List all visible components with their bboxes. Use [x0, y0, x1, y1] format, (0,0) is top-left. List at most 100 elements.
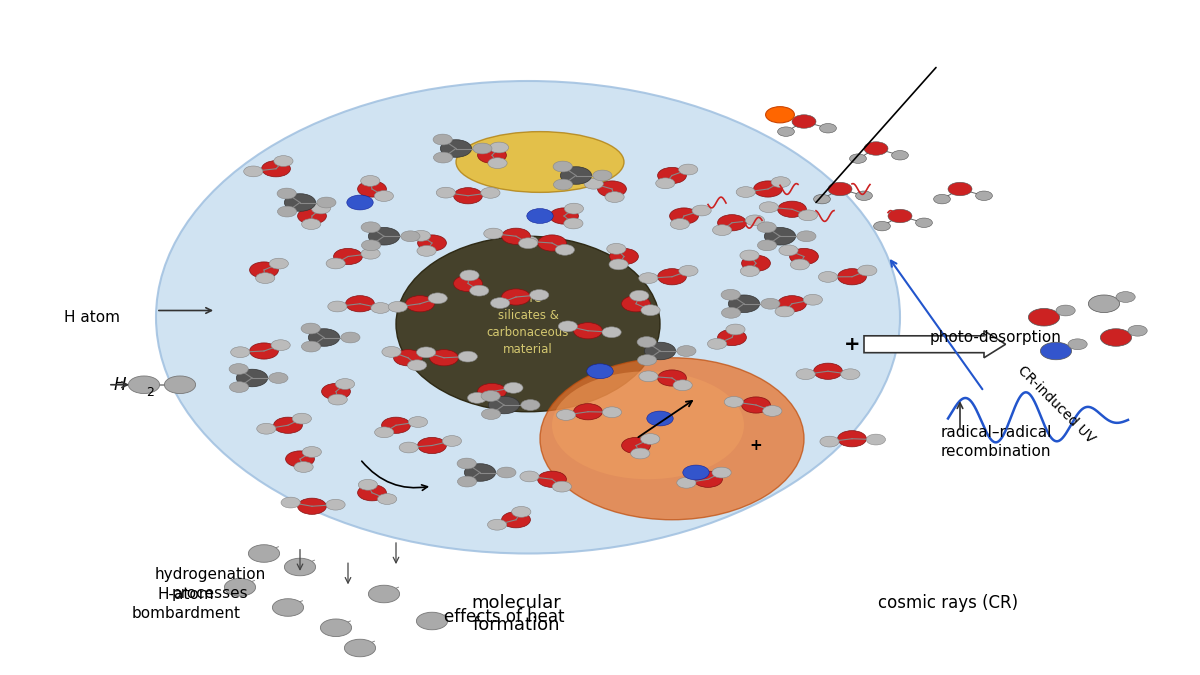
Circle shape: [382, 417, 410, 433]
Circle shape: [742, 397, 770, 413]
Circle shape: [538, 235, 566, 251]
Circle shape: [1128, 325, 1147, 336]
Circle shape: [527, 209, 553, 223]
Text: hydrogenation
processes: hydrogenation processes: [155, 567, 265, 601]
Circle shape: [556, 244, 575, 255]
Circle shape: [641, 305, 660, 316]
Circle shape: [378, 493, 397, 504]
Circle shape: [358, 181, 386, 197]
Circle shape: [538, 471, 566, 487]
Circle shape: [1040, 342, 1072, 360]
Circle shape: [838, 269, 866, 285]
Circle shape: [587, 364, 613, 379]
Circle shape: [326, 258, 346, 269]
Circle shape: [473, 143, 492, 154]
Circle shape: [433, 134, 452, 145]
Circle shape: [1100, 329, 1132, 346]
Circle shape: [301, 323, 320, 334]
Circle shape: [708, 338, 727, 349]
Circle shape: [443, 435, 462, 446]
Text: CR-induced UV: CR-induced UV: [1015, 364, 1097, 446]
Circle shape: [934, 194, 950, 204]
Circle shape: [529, 290, 548, 300]
Circle shape: [504, 383, 523, 394]
Circle shape: [745, 215, 764, 225]
Circle shape: [394, 350, 422, 366]
Circle shape: [778, 201, 806, 217]
Circle shape: [250, 343, 278, 359]
Circle shape: [298, 498, 326, 514]
Circle shape: [326, 500, 346, 510]
Circle shape: [481, 391, 500, 402]
Text: radical–radical
recombination: radical–radical recombination: [941, 425, 1051, 459]
Circle shape: [658, 370, 686, 386]
Circle shape: [892, 151, 908, 160]
Text: +: +: [750, 438, 762, 453]
Circle shape: [841, 369, 860, 379]
Circle shape: [779, 245, 798, 256]
Circle shape: [412, 230, 431, 241]
Circle shape: [164, 376, 196, 394]
Circle shape: [818, 271, 838, 282]
Circle shape: [721, 290, 740, 300]
Circle shape: [359, 479, 378, 490]
Circle shape: [361, 222, 380, 233]
Ellipse shape: [396, 236, 660, 412]
Circle shape: [763, 406, 782, 416]
Circle shape: [322, 383, 350, 400]
Circle shape: [553, 179, 572, 190]
Circle shape: [301, 219, 320, 230]
Circle shape: [389, 302, 408, 313]
Circle shape: [484, 228, 503, 239]
Circle shape: [736, 187, 755, 198]
Circle shape: [382, 346, 401, 357]
Circle shape: [692, 205, 712, 216]
Circle shape: [593, 170, 612, 181]
Circle shape: [416, 612, 448, 630]
Circle shape: [564, 203, 583, 214]
Circle shape: [328, 301, 347, 312]
Circle shape: [406, 296, 434, 312]
Circle shape: [311, 203, 330, 214]
Circle shape: [269, 373, 288, 383]
Circle shape: [560, 167, 592, 184]
Circle shape: [248, 545, 280, 562]
Circle shape: [274, 156, 293, 167]
Circle shape: [677, 477, 696, 488]
Circle shape: [638, 371, 658, 382]
Circle shape: [302, 447, 322, 458]
Circle shape: [757, 240, 776, 250]
Circle shape: [820, 436, 839, 447]
Circle shape: [888, 209, 912, 223]
Circle shape: [797, 231, 816, 242]
Circle shape: [764, 227, 796, 245]
Circle shape: [286, 451, 314, 467]
Circle shape: [481, 188, 500, 198]
Text: H atom: H atom: [64, 310, 120, 325]
Circle shape: [294, 462, 313, 472]
Circle shape: [772, 177, 791, 188]
Circle shape: [437, 187, 456, 198]
Circle shape: [644, 342, 676, 360]
Circle shape: [637, 337, 656, 348]
Circle shape: [803, 294, 822, 305]
Circle shape: [293, 413, 312, 424]
Circle shape: [229, 364, 248, 375]
Ellipse shape: [156, 81, 900, 554]
Circle shape: [622, 296, 650, 312]
Circle shape: [230, 347, 250, 358]
Circle shape: [457, 476, 476, 487]
Circle shape: [610, 248, 638, 265]
Circle shape: [458, 351, 478, 362]
Circle shape: [301, 341, 320, 352]
Circle shape: [584, 178, 604, 189]
Circle shape: [274, 417, 302, 433]
Circle shape: [828, 182, 852, 196]
Circle shape: [694, 471, 722, 487]
Circle shape: [814, 363, 842, 379]
Circle shape: [637, 354, 656, 365]
Circle shape: [502, 289, 530, 305]
Circle shape: [418, 437, 446, 454]
Circle shape: [718, 215, 746, 231]
Circle shape: [502, 228, 530, 244]
